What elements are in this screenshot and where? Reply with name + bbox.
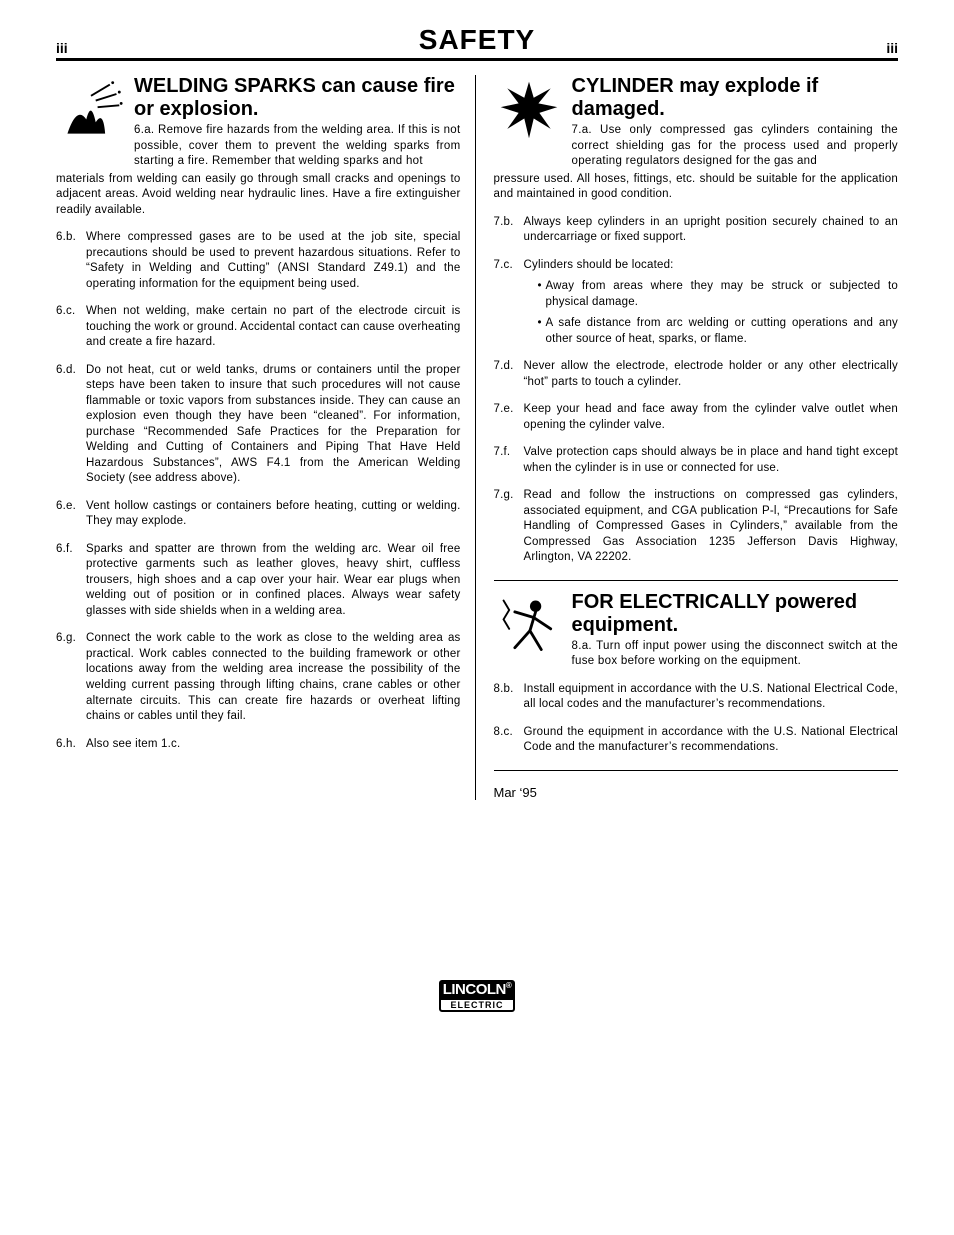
item-id: 6.b. bbox=[56, 230, 86, 292]
item-id: 7.b. bbox=[494, 215, 524, 246]
item-text: Connect the work cable to the work as cl… bbox=[86, 631, 461, 724]
list-item: 6.f.Sparks and spatter are thrown from t… bbox=[56, 542, 461, 620]
section-welding-sparks: WELDING SPARKS can cause fire or explosi… bbox=[56, 75, 461, 752]
item-id: 6.h. bbox=[56, 737, 86, 753]
item-text: Where compressed gases are to be used at… bbox=[86, 230, 461, 292]
list-item: 7.f.Valve protection caps should always … bbox=[494, 445, 899, 476]
list-item: 6.g.Connect the work cable to the work a… bbox=[56, 631, 461, 724]
list-item: 7.d.Never allow the electrode, electrode… bbox=[494, 359, 899, 390]
list-item: 8.b.Install equipment in accordance with… bbox=[494, 682, 899, 713]
right-column: CYLINDER may explode if damaged. 7.a. Us… bbox=[494, 75, 899, 800]
lead-continuation: pressure used. All hoses, fittings, etc.… bbox=[494, 172, 899, 203]
item-text: Valve protection caps should always be i… bbox=[524, 445, 899, 476]
page-header: iii SAFETY iii bbox=[56, 24, 898, 61]
section-title: CYLINDER may explode if damaged. bbox=[572, 75, 899, 121]
item-id: 7.c. bbox=[494, 258, 524, 348]
section-electrical: FOR ELECTRICALLY powered equipment. 8.a.… bbox=[494, 591, 899, 756]
item-text: Vent hollow castings or containers befor… bbox=[86, 499, 461, 530]
sparks-icon bbox=[56, 75, 126, 145]
logo-brand-bottom: ELECTRIC bbox=[439, 998, 516, 1012]
item-id: 7.f. bbox=[494, 445, 524, 476]
item-text: Also see item 1.c. bbox=[86, 737, 461, 753]
list-item: 6.c.When not welding, make certain no pa… bbox=[56, 304, 461, 351]
section-title: WELDING SPARKS can cause fire or explosi… bbox=[134, 75, 461, 121]
list-item: 8.c.Ground the equipment in accordance w… bbox=[494, 725, 899, 756]
item-id: 6.e. bbox=[56, 499, 86, 530]
explosion-icon bbox=[494, 75, 564, 145]
list-item: 6.b.Where compressed gases are to be use… bbox=[56, 230, 461, 292]
section-divider bbox=[494, 770, 899, 771]
item-id: 7.d. bbox=[494, 359, 524, 390]
sub-bullet: •Away from areas where they may be struc… bbox=[524, 279, 899, 310]
item-text: Do not heat, cut or weld tanks, drums or… bbox=[86, 363, 461, 487]
section-title: FOR ELECTRICALLY powered equipment. bbox=[572, 591, 899, 637]
page-number-right: iii bbox=[886, 40, 898, 56]
item-text: Remove fire hazards from the welding are… bbox=[134, 124, 461, 167]
page-title: SAFETY bbox=[68, 24, 887, 56]
list-item: 7.b.Always keep cylinders in an upright … bbox=[494, 215, 899, 246]
item-text: Turn off input power using the disconnec… bbox=[572, 640, 899, 668]
lead-continuation: materials from welding can easily go thr… bbox=[56, 172, 461, 219]
list-item: 6.e.Vent hollow castings or containers b… bbox=[56, 499, 461, 530]
item-text: When not welding, make certain no part o… bbox=[86, 304, 461, 351]
item-id: 8.c. bbox=[494, 725, 524, 756]
left-column: WELDING SPARKS can cause fire or explosi… bbox=[56, 75, 476, 800]
revision-date: Mar ‘95 bbox=[494, 785, 899, 800]
item-id: 6.g. bbox=[56, 631, 86, 724]
item-text: Sparks and spatter are thrown from the w… bbox=[86, 542, 461, 620]
list-item: 6.h.Also see item 1.c. bbox=[56, 737, 461, 753]
item-text: Cylinders should be located:•Away from a… bbox=[524, 258, 899, 348]
item-id: 7.a. bbox=[572, 124, 592, 136]
list-item: 7.g.Read and follow the instructions on … bbox=[494, 488, 899, 566]
item-text: Never allow the electrode, electrode hol… bbox=[524, 359, 899, 390]
item-id: 8.a. bbox=[572, 640, 592, 652]
item-id: 6.c. bbox=[56, 304, 86, 351]
item-id: 6.a. bbox=[134, 124, 154, 136]
lead-item: 8.a. Turn off input power using the disc… bbox=[572, 639, 899, 670]
list-item: 6.d.Do not heat, cut or weld tanks, drum… bbox=[56, 363, 461, 487]
item-text: Always keep cylinders in an upright posi… bbox=[524, 215, 899, 246]
item-id: 6.d. bbox=[56, 363, 86, 487]
item-id: 7.e. bbox=[494, 402, 524, 433]
list-item: 7.c.Cylinders should be located:•Away fr… bbox=[494, 258, 899, 348]
section-cylinder: CYLINDER may explode if damaged. 7.a. Us… bbox=[494, 75, 899, 566]
logo-brand-top: LINCOLN® bbox=[439, 980, 516, 999]
footer-logo: LINCOLN® ELECTRIC bbox=[56, 980, 898, 1013]
page-number-left: iii bbox=[56, 40, 68, 56]
electric-shock-icon bbox=[494, 591, 564, 661]
lead-item: 7.a. Use only compressed gas cylinders c… bbox=[572, 123, 899, 170]
item-text: Keep your head and face away from the cy… bbox=[524, 402, 899, 433]
lead-item: 6.a. Remove fire hazards from the weldin… bbox=[134, 123, 461, 170]
content-columns: WELDING SPARKS can cause fire or explosi… bbox=[56, 75, 898, 800]
sub-bullet: •A safe distance from arc welding or cut… bbox=[524, 316, 899, 347]
item-text: Use only compressed gas cylinders contai… bbox=[572, 124, 899, 167]
item-text: Read and follow the instructions on comp… bbox=[524, 488, 899, 566]
item-text: Ground the equipment in accordance with … bbox=[524, 725, 899, 756]
list-item: 7.e.Keep your head and face away from th… bbox=[494, 402, 899, 433]
item-id: 7.g. bbox=[494, 488, 524, 566]
item-id: 8.b. bbox=[494, 682, 524, 713]
item-text: Install equipment in accordance with the… bbox=[524, 682, 899, 713]
item-id: 6.f. bbox=[56, 542, 86, 620]
section-divider bbox=[494, 580, 899, 581]
